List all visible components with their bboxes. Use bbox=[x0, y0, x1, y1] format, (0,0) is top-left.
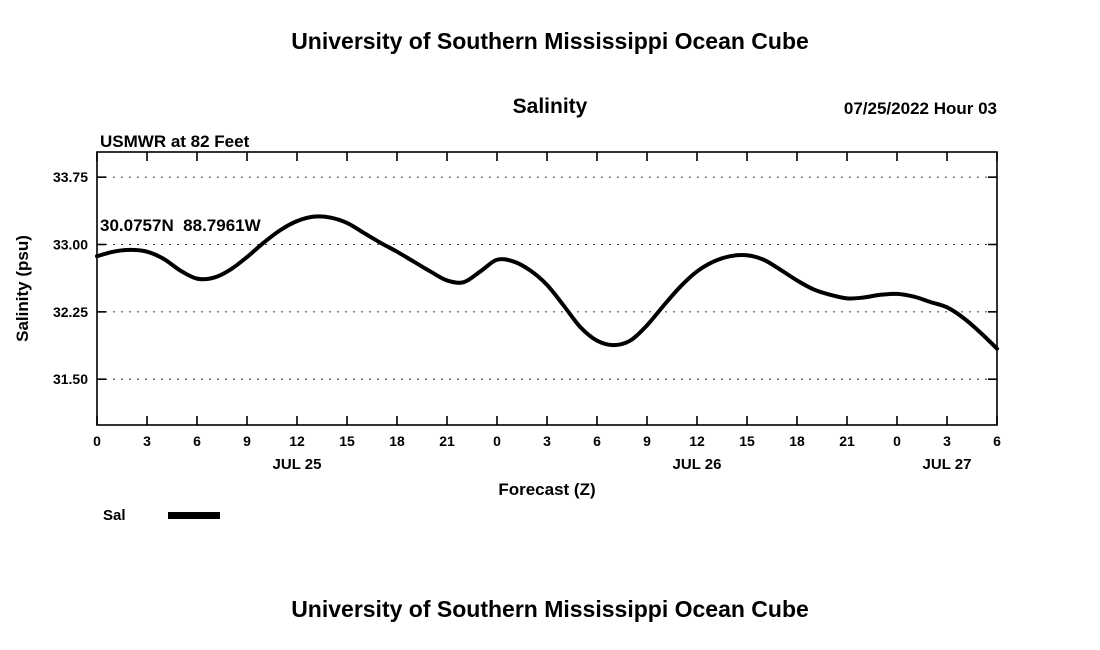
date-label: JUL 25 bbox=[273, 456, 322, 473]
x-tick-label: 18 bbox=[789, 433, 805, 449]
x-tick-label: 15 bbox=[339, 433, 355, 449]
x-tick-label: 0 bbox=[893, 433, 901, 449]
x-tick-label: 21 bbox=[439, 433, 455, 449]
x-tick-label: 6 bbox=[993, 433, 1001, 449]
y-tick-label: 31.50 bbox=[53, 371, 88, 387]
x-tick-label: 0 bbox=[493, 433, 501, 449]
x-axis-label: Forecast (Z) bbox=[498, 480, 595, 499]
legend: Sal bbox=[103, 507, 220, 524]
date-label: JUL 27 bbox=[923, 456, 972, 473]
x-tick-label: 9 bbox=[243, 433, 251, 449]
station-info: USMWR at 82 Feet 30.0757N 88.7961W bbox=[100, 72, 261, 296]
x-tick-label: 18 bbox=[389, 433, 405, 449]
y-tick-label: 33.75 bbox=[53, 169, 88, 185]
x-tick-label: 9 bbox=[643, 433, 651, 449]
plot-border bbox=[96, 151, 998, 426]
y-tick-label: 32.25 bbox=[53, 304, 88, 320]
x-tick-label: 0 bbox=[93, 433, 101, 449]
forecast-datetime: 07/25/2022 Hour 03 bbox=[843, 99, 997, 118]
x-tick-label: 3 bbox=[543, 433, 551, 449]
salinity-line bbox=[95, 214, 999, 351]
page-title: University of Southern Mississippi Ocean… bbox=[291, 28, 809, 54]
x-tick-label: 3 bbox=[943, 433, 951, 449]
x-tick-label: 6 bbox=[593, 433, 601, 449]
footer-title: University of Southern Mississippi Ocean… bbox=[291, 596, 809, 622]
x-tick-label: 15 bbox=[739, 433, 755, 449]
x-tick-label: 12 bbox=[689, 433, 705, 449]
legend-label: Sal bbox=[103, 507, 126, 524]
chart-title: Salinity bbox=[512, 95, 588, 118]
station-name: USMWR at 82 Feet bbox=[100, 132, 250, 151]
y-tick-label: 33.00 bbox=[53, 236, 88, 252]
x-tick-label: 12 bbox=[289, 433, 305, 449]
date-label: JUL 26 bbox=[673, 456, 722, 473]
station-coordinates: 30.0757N 88.7961W bbox=[100, 216, 261, 235]
x-tick-label: 3 bbox=[143, 433, 151, 449]
y-axis-label: Salinity (psu) bbox=[13, 235, 32, 342]
legend-line-swatch bbox=[167, 512, 220, 519]
x-tick-label: 21 bbox=[839, 433, 855, 449]
x-tick-label: 6 bbox=[193, 433, 201, 449]
